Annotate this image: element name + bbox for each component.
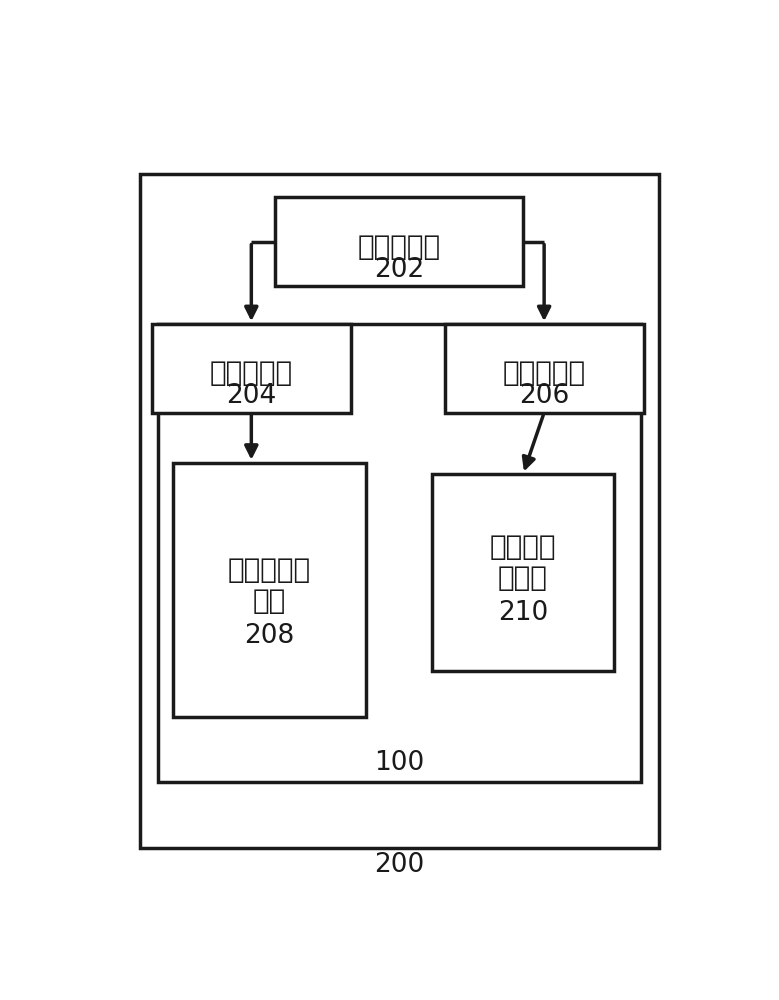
Text: 210: 210 [498, 600, 548, 626]
Text: 第二定转: 第二定转 [490, 533, 556, 561]
Text: 整车控制器: 整车控制器 [358, 233, 441, 261]
Bar [276, 197, 523, 286]
Text: 208: 208 [245, 623, 294, 649]
Text: 100: 100 [374, 750, 425, 776]
Text: 系统: 系统 [253, 587, 286, 615]
Text: 204: 204 [226, 383, 277, 409]
Text: 200: 200 [374, 852, 425, 878]
Text: 第一定转子: 第一定转子 [228, 556, 311, 584]
Text: 202: 202 [374, 257, 425, 283]
Bar [432, 474, 614, 671]
Text: 206: 206 [519, 383, 569, 409]
Text: 第二逆变器: 第二逆变器 [502, 359, 586, 387]
Text: 子系统: 子系统 [498, 564, 548, 592]
Bar [157, 324, 640, 782]
Bar [445, 324, 643, 413]
Bar [173, 463, 366, 717]
Bar [152, 324, 351, 413]
Text: 第一逆变器: 第一逆变器 [210, 359, 293, 387]
Bar [139, 174, 659, 848]
